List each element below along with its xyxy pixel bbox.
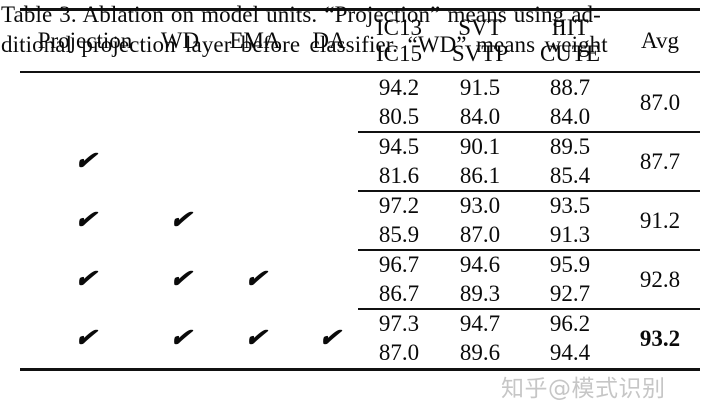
score-cell: 95.9 [549, 251, 591, 277]
score-cell: 81.6 [378, 163, 420, 189]
avg-cell: 87.0 [639, 89, 681, 115]
check-cell: ✔ [210, 250, 300, 309]
checkmark-icon: ✔ [73, 266, 97, 293]
checkmark-icon: ✔ [73, 325, 97, 352]
check-cell: ✔ [210, 309, 300, 368]
score-cell: 97.2 [378, 192, 420, 218]
score-cell: 87.0 [459, 222, 501, 248]
header-ic13: IC13 [376, 15, 422, 40]
checkmark-icon: ✔ [243, 266, 267, 293]
check-cell [210, 73, 300, 132]
check-cell [300, 73, 358, 132]
score-cell: 89.5 [549, 133, 591, 159]
score-cell: 87.0 [378, 340, 420, 366]
score-cell: 90.1 [459, 133, 501, 159]
caption-line-2: ditional projection layer before classif… [1, 31, 608, 57]
score-cell: 94.7 [459, 310, 501, 336]
score-cell: 94.5 [378, 133, 420, 159]
table-header-row: Projection WD EMA DA IC13 IC15 SVT SVTP … [20, 8, 700, 73]
table-row-pair: ✔ ✔ ✔ ✔ 97.3 87.0 94.7 89.6 96.2 94.4 93.2 [20, 308, 700, 368]
score-cell: 96.2 [549, 310, 591, 336]
checkmark-icon: ✔ [73, 148, 97, 175]
checkmark-icon: ✔ [73, 207, 97, 234]
check-cell: ✔ [150, 191, 210, 250]
checkmark-icon: ✔ [168, 266, 192, 293]
score-cell: 94.2 [378, 74, 420, 100]
header-da: DA [312, 28, 346, 53]
score-cell: 88.7 [549, 74, 591, 100]
score-cell: 89.6 [459, 340, 501, 366]
header-avg: Avg [641, 28, 679, 53]
score-cell: 93.5 [549, 192, 591, 218]
score-cell: 86.7 [378, 281, 420, 307]
checkmark-icon: ✔ [317, 325, 341, 352]
check-cell: ✔ [20, 132, 150, 191]
check-cell: ✔ [150, 309, 210, 368]
score-cell: 84.0 [549, 104, 591, 130]
header-cute: CUTE [539, 41, 601, 66]
score-cell: 80.5 [378, 104, 420, 130]
check-cell [300, 132, 358, 191]
header-ema: EMA [229, 28, 281, 53]
check-cell: ✔ [20, 250, 150, 309]
table-body: 94.2 80.5 91.5 84.0 88.7 84.0 87.0 ✔ 94.5 81.6 90.… [20, 73, 700, 371]
check-cell [20, 73, 150, 132]
header-iiit: IIIT [551, 15, 589, 40]
header-projection: Projection [37, 28, 133, 53]
avg-cell: 87.7 [639, 148, 681, 174]
check-cell [210, 191, 300, 250]
score-cell: 92.7 [549, 281, 591, 307]
score-cell: 94.6 [459, 251, 501, 277]
score-cell: 97.3 [378, 310, 420, 336]
avg-cell: 93.2 [639, 325, 681, 351]
score-cell: 84.0 [459, 104, 501, 130]
score-cell: 93.0 [459, 192, 501, 218]
checkmark-icon: ✔ [168, 325, 192, 352]
header-iiit-cute: IIIT CUTE [520, 15, 620, 67]
check-cell [210, 132, 300, 191]
table-row-pair: ✔ ✔ ✔ 96.7 86.7 94.6 89.3 95.9 92.7 92.8 [20, 249, 700, 309]
table-row-pair: ✔ 94.5 81.6 90.1 86.1 89.5 85.4 87.7 [20, 131, 700, 191]
header-wd: WD [160, 28, 200, 53]
check-cell: ✔ [300, 309, 358, 368]
header-svtp: SVTP [451, 41, 509, 66]
zhihu-watermark: 知乎@模式识别 [501, 376, 666, 402]
table-row-pair: ✔ ✔ 97.2 85.9 93.0 87.0 93.5 91.3 91.2 [20, 190, 700, 250]
score-cell: 85.4 [549, 163, 591, 189]
ablation-table: Projection WD EMA DA IC13 IC15 SVT SVTP … [20, 8, 700, 371]
score-cell: 96.7 [378, 251, 420, 277]
header-ic15: IC15 [376, 41, 422, 66]
check-cell [150, 132, 210, 191]
check-cell: ✔ [150, 250, 210, 309]
check-cell [300, 250, 358, 309]
check-cell: ✔ [20, 191, 150, 250]
header-svt: SVT [458, 15, 502, 40]
table-row-pair: 94.2 80.5 91.5 84.0 88.7 84.0 87.0 [20, 73, 700, 132]
checkmark-icon: ✔ [243, 325, 267, 352]
header-ic13-ic15: IC13 IC15 [358, 15, 440, 67]
score-cell: 89.3 [459, 281, 501, 307]
avg-cell: 92.8 [639, 266, 681, 292]
checkmark-icon: ✔ [168, 207, 192, 234]
check-cell [150, 73, 210, 132]
avg-cell: 91.2 [639, 207, 681, 233]
score-cell: 91.5 [459, 74, 501, 100]
table-caption: Table 3. Ablation on model units. “Proje… [0, 0, 708, 59]
check-cell: ✔ [20, 309, 150, 368]
caption-line-1: Table 3. Ablation on model units. “Proje… [1, 2, 601, 27]
check-cell [300, 191, 358, 250]
score-cell: 94.4 [549, 340, 591, 366]
score-cell: 91.3 [549, 222, 591, 248]
score-cell: 85.9 [378, 222, 420, 248]
header-svt-svtp: SVT SVTP [440, 15, 520, 67]
score-cell: 86.1 [459, 163, 501, 189]
